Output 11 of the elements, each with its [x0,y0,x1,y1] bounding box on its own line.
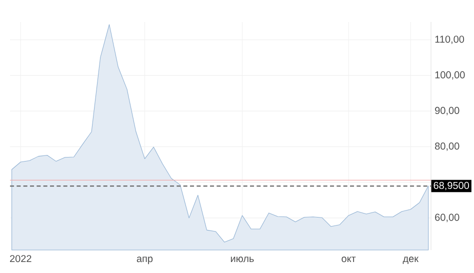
y-tick-label: 90,00 [435,106,460,116]
x-tick-label: 2022 [10,255,32,262]
y-tick-label: 100,00 [435,71,465,80]
ref-line-label: 68,9500 [434,182,470,190]
y-tick-label: 110,00 [435,36,464,44]
x-tick-label: апр [136,256,153,264]
x-tick-label: окт [342,256,356,262]
x-tick-label: дек [402,256,419,264]
x-tick-label: июль [230,256,254,262]
y-tick-label: 80,00 [435,142,460,151]
y-tick-label: 60,00 [435,214,460,222]
